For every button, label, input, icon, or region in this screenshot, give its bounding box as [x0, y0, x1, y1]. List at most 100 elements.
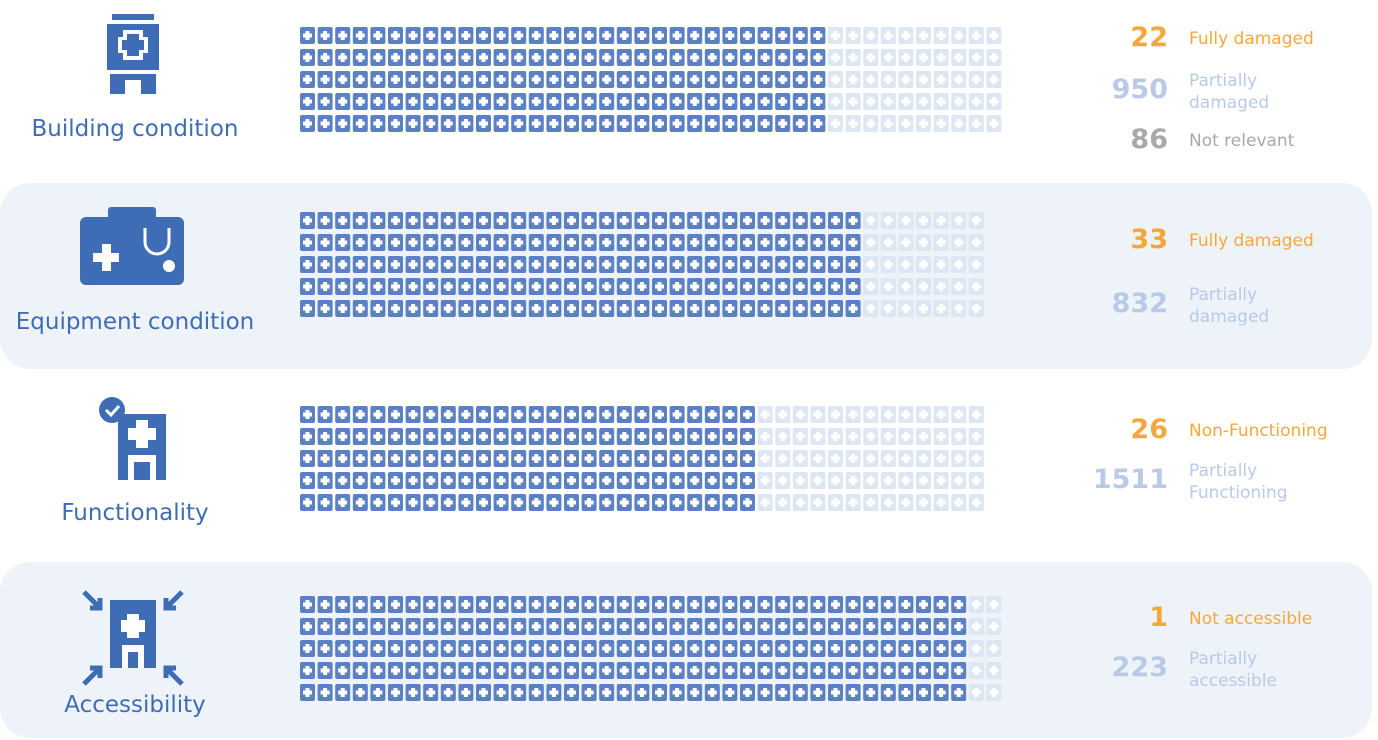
icon-cross	[725, 284, 735, 289]
icon-cross	[391, 646, 400, 651]
icon-cross	[619, 456, 629, 461]
icon-cross	[743, 478, 752, 483]
icon-cross	[971, 456, 981, 461]
icon-cross	[320, 412, 330, 417]
icon-cross	[373, 121, 383, 126]
icon-cross	[391, 240, 400, 245]
icon-cross	[391, 500, 400, 505]
icon-cross	[725, 478, 735, 483]
icon-cross	[971, 262, 981, 267]
icon-cross	[514, 434, 524, 439]
icon-cross	[936, 240, 946, 245]
icon-cross	[549, 33, 559, 38]
icon-cross	[954, 602, 964, 607]
icon-cross	[338, 284, 348, 289]
icon-cross	[936, 500, 946, 505]
icon-cross	[355, 412, 365, 417]
icon-cross	[602, 77, 612, 82]
icon-cross	[619, 624, 629, 629]
icon-cross	[514, 240, 524, 245]
icon-cross	[672, 55, 682, 60]
icon-cross	[619, 306, 629, 311]
icon-cross	[690, 624, 700, 629]
icon-cross	[760, 33, 770, 38]
stat-label: Fully damaged	[1189, 29, 1314, 49]
icon-cross	[391, 262, 400, 267]
icon-cross	[514, 478, 524, 483]
icon-cross	[883, 55, 893, 60]
icon-cross	[320, 240, 330, 245]
icon-cross	[514, 602, 524, 607]
icon-cross	[725, 262, 735, 267]
icon-cross	[479, 668, 488, 673]
icon-cross	[303, 306, 312, 311]
icon-cross	[813, 500, 823, 505]
icon-cross	[989, 602, 999, 607]
icon-cross	[901, 478, 911, 483]
icon-cross	[971, 77, 981, 82]
icon-cross	[831, 624, 840, 629]
icon-cross	[778, 99, 788, 104]
stat-value: 22	[1130, 22, 1168, 53]
icon-cross	[919, 121, 928, 126]
icon-cross	[672, 306, 682, 311]
icon-cross	[303, 602, 312, 607]
icon-cross	[707, 284, 717, 289]
icon-cross	[743, 240, 752, 245]
icon-cross	[901, 284, 911, 289]
icon-cross	[848, 306, 858, 311]
icon-cross	[655, 434, 664, 439]
icon-cross	[549, 99, 559, 104]
icon-cross	[391, 412, 400, 417]
icon-cross	[672, 478, 682, 483]
icon-cross	[320, 690, 330, 695]
icon-cross	[672, 284, 682, 289]
icon-cross	[496, 602, 506, 607]
icon-cross	[919, 33, 928, 38]
icon-cross	[619, 33, 629, 38]
icon-cross	[795, 434, 805, 439]
icon-cross	[391, 284, 400, 289]
icon-cross	[919, 500, 928, 505]
icon-cross	[971, 412, 981, 417]
icon-cross	[848, 456, 858, 461]
icon-cross	[408, 412, 418, 417]
icon-cross	[602, 284, 612, 289]
icon-cross	[725, 690, 735, 695]
icon-cross	[531, 284, 541, 289]
icon-cross	[901, 602, 911, 607]
icon-cross	[408, 500, 418, 505]
icon-cross	[707, 33, 717, 38]
icon-cross	[848, 284, 858, 289]
icon-cross	[813, 412, 823, 417]
icon-cross	[831, 690, 840, 695]
icon-cross	[936, 306, 946, 311]
icon-cross	[338, 690, 348, 695]
icon-cross	[303, 55, 312, 60]
icon-cross	[760, 218, 770, 223]
icon-cross	[690, 500, 700, 505]
icon-cross	[778, 33, 788, 38]
icon-cross	[655, 668, 664, 673]
icon-cross	[866, 500, 876, 505]
icon-cross	[303, 262, 312, 267]
icon-cross	[743, 456, 752, 461]
icon-cross	[461, 55, 471, 60]
icon-cross	[637, 121, 647, 126]
icon-cross	[866, 284, 876, 289]
icon-cross	[936, 284, 946, 289]
icon-cross	[549, 624, 559, 629]
icon-cross	[584, 412, 594, 417]
icon-cross	[584, 262, 594, 267]
icon-cross	[584, 668, 594, 673]
icon-cross	[690, 121, 700, 126]
icon-cross	[443, 218, 453, 223]
icon-cross	[690, 602, 700, 607]
icon-cross	[602, 690, 612, 695]
icon-cross	[338, 55, 348, 60]
icon-cross	[496, 456, 506, 461]
icon-cross	[373, 690, 383, 695]
icon-cross	[602, 434, 612, 439]
icon-cross	[338, 218, 348, 223]
icon-cross	[831, 99, 840, 104]
